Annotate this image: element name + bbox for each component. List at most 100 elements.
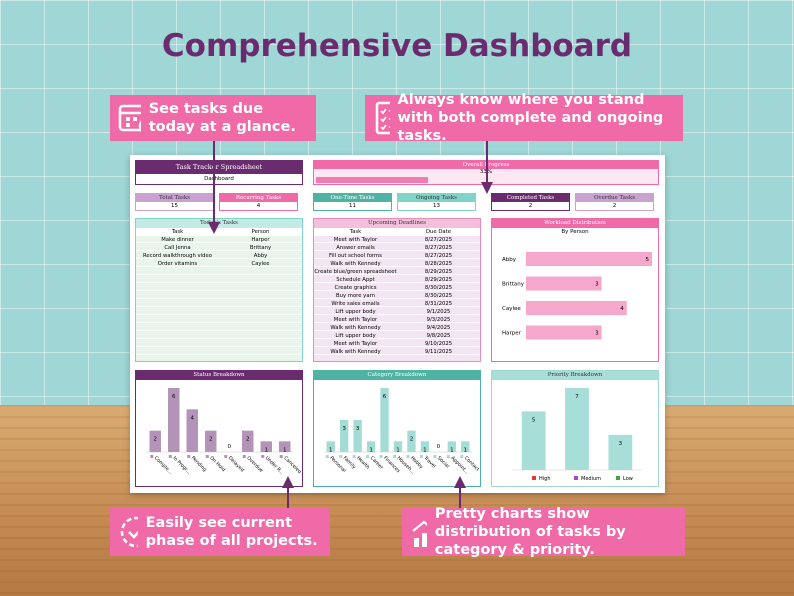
legend-swatch: [352, 455, 356, 458]
value-label: 1: [396, 447, 400, 453]
y-tick-label: Abby: [502, 257, 517, 263]
table-cell: Make dinner: [161, 237, 194, 243]
stat-value: 2: [612, 203, 617, 209]
stat-card: One-Time Tasks 11: [313, 193, 392, 211]
bar: [380, 388, 389, 452]
sheet-subtitle: Dashboard: [204, 176, 234, 182]
chart-subtitle: By Person: [561, 229, 589, 235]
value-label: 2: [410, 437, 414, 443]
calendar-icon: [118, 104, 141, 132]
legend-swatch: [168, 455, 172, 458]
panel-title: Upcoming Deadlines: [314, 219, 480, 228]
panel-title: Priority Breakdown: [492, 371, 658, 380]
table-row: Walk with Kennedy 8/28/2025: [314, 260, 480, 268]
stat-value: 2: [528, 203, 533, 209]
progress-block: Overall Progress 33%: [313, 160, 659, 185]
table-cell: 8/30/2025: [424, 293, 453, 299]
stat-card: Total Tasks 15: [135, 193, 214, 211]
callout-text: Pretty charts show distribution of tasks…: [434, 506, 626, 558]
value-label: 1: [265, 447, 269, 453]
stat-label: Recurring Tasks: [220, 194, 297, 202]
legend-swatch: [406, 455, 410, 458]
table-row: Walk with Kennedy 9/4/2025: [314, 324, 480, 332]
table-row: Schedule Appt 8/29/2025: [314, 276, 480, 284]
table-cell: 9/8/2025: [426, 333, 451, 339]
table-cell: Caylee: [251, 261, 270, 267]
legend-swatch: [261, 455, 265, 458]
stat-value: 11: [349, 203, 356, 209]
y-tick-label: Caylee: [502, 306, 521, 312]
callout: Easily see current phase of all projects…: [110, 508, 330, 556]
value-label: 4: [191, 415, 195, 421]
legend-swatch: [279, 455, 283, 458]
value-label: 1: [464, 447, 468, 453]
table-cell: 9/10/2025: [424, 341, 453, 347]
bar: [340, 420, 349, 452]
stat-label: One-Time Tasks: [314, 194, 391, 202]
table-cell: 9/11/2025: [424, 349, 453, 355]
table-row: Lift upper body 9/8/2025: [314, 332, 480, 340]
table-cell: Create graphics: [334, 285, 377, 291]
table-row: Lift upper body 9/1/2025: [314, 308, 480, 316]
bar: [326, 441, 335, 452]
legend-swatch: [433, 455, 437, 458]
bar: [149, 430, 161, 452]
callout: Pretty charts show distribution of tasks…: [402, 506, 685, 558]
bar: [168, 388, 180, 452]
title-block: Task Tracker Spreadsheet Dashboard: [135, 160, 303, 185]
stat-label: Ongoing Tasks: [398, 194, 475, 202]
bar: [242, 430, 254, 452]
value-label: 0: [228, 444, 232, 450]
bar: [205, 430, 217, 452]
table-row: Create blue/green spreadsheet 8/29/2025: [314, 268, 480, 276]
value-label: 0: [437, 444, 441, 450]
bar: [565, 388, 589, 470]
bar-chart: 5 7 3 High Medium Low: [512, 388, 642, 482]
legend-swatch: [150, 455, 154, 458]
growth-icon: [412, 520, 427, 547]
value-label: 1: [283, 447, 287, 453]
x-tick-label: In Progr...: [171, 455, 191, 475]
table-cell: Harper: [251, 237, 270, 243]
stat-label: Completed Tasks: [492, 194, 569, 202]
panel-title: Workload Distribution: [492, 219, 658, 228]
x-tick-label: Canceled: [282, 455, 301, 475]
table-cell: 9/3/2025: [426, 317, 451, 323]
progress-icon: [120, 516, 138, 548]
value-label: 2: [246, 437, 250, 443]
table-cell: Walk with Kennedy: [330, 261, 381, 267]
panel: Today's Tasks Task Person Make dinner Harper…: [135, 218, 303, 362]
value-label: 3: [595, 331, 599, 337]
stat-value: 15: [171, 203, 178, 209]
table-cell: 8/29/2025: [424, 277, 453, 283]
legend-label: Medium: [581, 476, 601, 482]
stat-card: Overdue Tasks 2: [575, 193, 654, 211]
value-label: 2: [154, 437, 158, 443]
legend-swatch: [393, 455, 396, 458]
table-cell: Walk with Kennedy: [330, 349, 381, 355]
legend-swatch: [532, 476, 536, 480]
table-cell: Lift upper body: [335, 333, 376, 339]
value-label: 1: [329, 447, 333, 453]
legend-swatch: [224, 455, 228, 458]
legend-swatch: [460, 455, 464, 458]
legend-swatch: [616, 476, 620, 480]
table-cell: Meet with Taylor: [333, 237, 378, 243]
column-header: Task: [171, 229, 184, 235]
callout-text: See tasks due today at a glance.: [148, 101, 296, 135]
legend-swatch: [446, 455, 450, 458]
legend-swatch: [205, 455, 209, 458]
table-cell: Call Jenna: [164, 245, 191, 251]
bar: [393, 441, 403, 452]
table-cell: Create blue/green spreadsheet: [314, 269, 397, 275]
table-cell: Record walkthrough video: [142, 253, 213, 259]
bar-chart: 1Personal3Family3Health1Career6Finances1…: [324, 388, 480, 476]
table-row: Record walkthrough video Abby: [136, 252, 302, 260]
bar: [526, 252, 652, 266]
panel: Upcoming Deadlines Task Due Date Meet with …: [313, 218, 481, 362]
value-label: 5: [646, 257, 650, 263]
stat-label: Total Tasks: [136, 194, 213, 202]
